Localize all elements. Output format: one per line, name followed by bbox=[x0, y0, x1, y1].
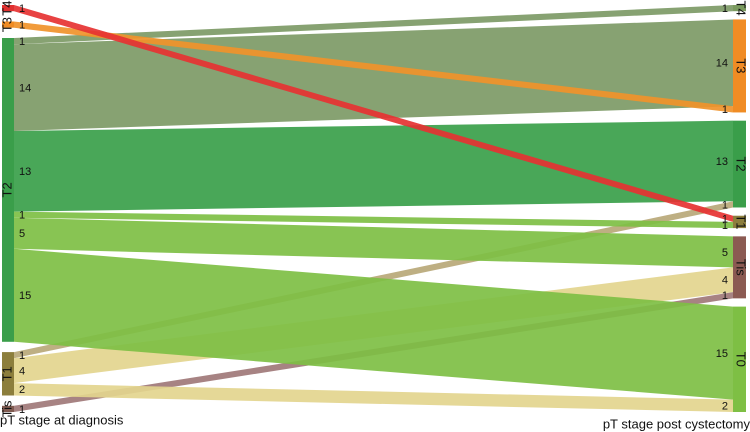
flow-value-right: 4 bbox=[722, 275, 728, 287]
flow-value-left: 1 bbox=[19, 3, 25, 15]
left-axis-title: pT stage at diagnosis bbox=[0, 412, 124, 427]
flow-value-right: 1 bbox=[722, 199, 728, 211]
flow-value-right: 15 bbox=[716, 348, 728, 360]
right-node-name: Tis bbox=[734, 259, 749, 276]
right-node bbox=[733, 19, 746, 113]
flow bbox=[14, 5, 733, 222]
left-node bbox=[2, 405, 14, 412]
flow-value-left: 1 bbox=[19, 404, 25, 416]
left-node bbox=[2, 38, 14, 342]
links bbox=[14, 5, 733, 412]
flow-value-right: 1 bbox=[722, 214, 728, 226]
flow bbox=[14, 211, 733, 229]
right-node bbox=[733, 120, 746, 208]
flow-value-left: 1 bbox=[19, 210, 25, 222]
flow bbox=[14, 217, 733, 268]
right-node bbox=[733, 236, 746, 299]
flow-value-left: 5 bbox=[19, 228, 25, 240]
flow bbox=[14, 21, 733, 113]
flow-value-left: 1 bbox=[19, 36, 25, 48]
left-node-name: T3 bbox=[0, 17, 14, 32]
flow-value-right: 2 bbox=[722, 401, 728, 413]
right-node bbox=[733, 306, 746, 412]
flow-value-right: 1 bbox=[722, 3, 728, 15]
flow-value-left: 15 bbox=[19, 290, 31, 302]
left-node bbox=[2, 352, 14, 396]
nodes: 111414111313111111554411151522T4T3T2T1Ti… bbox=[0, 1, 749, 418]
flow-value-right: 1 bbox=[722, 220, 728, 232]
flow bbox=[14, 5, 733, 45]
right-node bbox=[733, 215, 746, 229]
flow-value-right: 14 bbox=[716, 58, 728, 70]
flow-value-left: 13 bbox=[19, 166, 31, 178]
flow-value-right: 5 bbox=[722, 247, 728, 259]
left-node-name: T4 bbox=[0, 1, 14, 16]
flow-value-right: 1 bbox=[722, 104, 728, 116]
right-node-name: T2 bbox=[734, 156, 749, 171]
left-node bbox=[2, 21, 14, 28]
flow-value-left: 2 bbox=[19, 384, 25, 396]
flow-value-right: 1 bbox=[722, 290, 728, 302]
left-node-name: T2 bbox=[0, 182, 14, 197]
right-node-name: T4 bbox=[734, 1, 749, 16]
left-node-name: T1 bbox=[0, 366, 14, 381]
flow-value-left: 14 bbox=[19, 83, 31, 95]
right-node-name: T0 bbox=[734, 352, 749, 367]
flow bbox=[14, 120, 733, 212]
left-node bbox=[2, 5, 14, 12]
right-node-name: T3 bbox=[734, 58, 749, 73]
flow-value-right: 13 bbox=[716, 156, 728, 168]
right-axis-title: pT stage post cystectomy bbox=[603, 416, 750, 431]
left-node-name: Tis bbox=[0, 400, 14, 417]
flow bbox=[14, 248, 733, 400]
flow bbox=[14, 383, 733, 412]
right-node bbox=[733, 5, 746, 12]
flow-value-left: 1 bbox=[19, 20, 25, 32]
flow-value-left: 4 bbox=[19, 366, 25, 378]
flow-value-left: 1 bbox=[19, 350, 25, 362]
right-node-name: T1 bbox=[734, 214, 749, 229]
